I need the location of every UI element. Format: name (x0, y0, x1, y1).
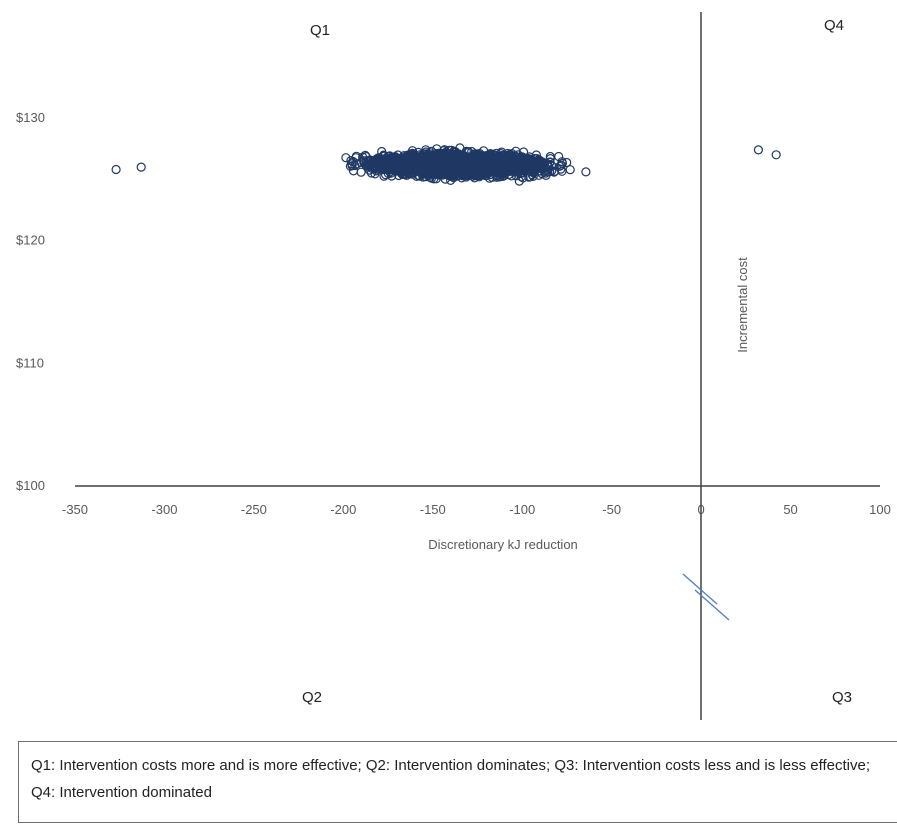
y-tick-label: $110 (16, 355, 44, 370)
data-point (543, 165, 553, 175)
data-point (503, 153, 513, 163)
x-tick-label: -300 (151, 502, 177, 517)
x-tick-label: -100 (509, 502, 535, 517)
data-point (400, 159, 410, 169)
quadrant-label-q2: Q2 (302, 689, 322, 706)
data-point (415, 171, 425, 181)
data-point (490, 157, 500, 167)
data-point (396, 168, 406, 178)
data-point (438, 170, 448, 180)
data-point (136, 162, 146, 172)
data-point (505, 151, 515, 161)
data-point (437, 168, 447, 178)
y-tick-labels: $100 $110 $120 $130 (16, 110, 45, 493)
axis-break-mark (694, 589, 730, 621)
data-point (422, 167, 432, 177)
x-tick-label: 100 (869, 502, 891, 517)
x-tick-label: -150 (420, 502, 446, 517)
data-point (464, 165, 474, 175)
data-point (348, 166, 359, 176)
x-tick-label: 50 (783, 502, 797, 517)
data-point (352, 159, 362, 169)
data-point (480, 153, 490, 163)
data-point (538, 159, 548, 169)
data-point (521, 157, 531, 167)
data-point (389, 154, 400, 164)
data-point (379, 171, 389, 181)
data-point (385, 162, 395, 172)
data-point (423, 153, 433, 163)
y-axis-title: Incremental cost (735, 257, 750, 353)
data-point (503, 148, 513, 159)
data-point (407, 163, 417, 173)
data-point (487, 165, 497, 175)
data-point (428, 167, 438, 177)
data-point (506, 161, 516, 171)
data-point (549, 166, 560, 176)
quadrant-legend-note: Q1: Intervention costs more and is more … (18, 741, 897, 823)
scatter-chart: Q1 Q4 Q2 Q3 $100 $110 $120 $130 -350 -300 -25… (16, 12, 891, 720)
quadrant-label-q4: Q4 (824, 17, 844, 34)
data-point (451, 159, 461, 169)
data-point (556, 160, 566, 170)
data-point (347, 159, 357, 169)
y-tick-label: $120 (16, 233, 45, 248)
data-point (432, 153, 442, 163)
data-point (504, 164, 514, 174)
data-point (495, 172, 505, 182)
data-point (473, 154, 483, 164)
data-point (361, 161, 371, 171)
data-point (449, 173, 459, 183)
data-point (531, 154, 542, 164)
x-tick-label: -350 (62, 502, 88, 517)
data-point (462, 155, 472, 165)
data-point (423, 158, 433, 168)
data-point (412, 160, 422, 170)
data-point (341, 153, 351, 163)
y-tick-label: $100 (16, 478, 45, 493)
data-point (378, 156, 388, 166)
data-point (450, 161, 460, 171)
data-point (771, 150, 781, 160)
data-point (545, 166, 555, 177)
quadrant-label-q3: Q3 (832, 689, 852, 706)
data-point (526, 165, 537, 175)
x-tick-label: -200 (330, 502, 356, 517)
x-tick-label: -250 (241, 502, 267, 517)
data-point (557, 158, 568, 168)
data-point (545, 151, 555, 162)
data-point (465, 164, 475, 174)
data-point (476, 160, 486, 170)
data-point (111, 164, 121, 175)
scatter-points (111, 143, 781, 186)
data-point (518, 160, 529, 170)
data-point (562, 157, 572, 168)
x-axis-title: Discretionary kJ reduction (428, 537, 578, 552)
y-tick-label: $130 (16, 110, 45, 125)
data-point (365, 159, 376, 169)
data-point (397, 158, 407, 168)
data-point (534, 160, 544, 170)
data-point (556, 164, 566, 174)
data-point (753, 145, 764, 155)
axis-break-mark (682, 573, 718, 605)
x-tick-label: -50 (602, 502, 621, 517)
quadrant-label-q1: Q1 (310, 22, 330, 39)
x-tick-labels: -350-300-250-200-150-100-50050100 (62, 502, 891, 517)
data-point (581, 167, 591, 177)
data-point (489, 163, 499, 173)
data-point (453, 165, 463, 175)
data-point (514, 176, 524, 186)
data-point (366, 168, 377, 178)
